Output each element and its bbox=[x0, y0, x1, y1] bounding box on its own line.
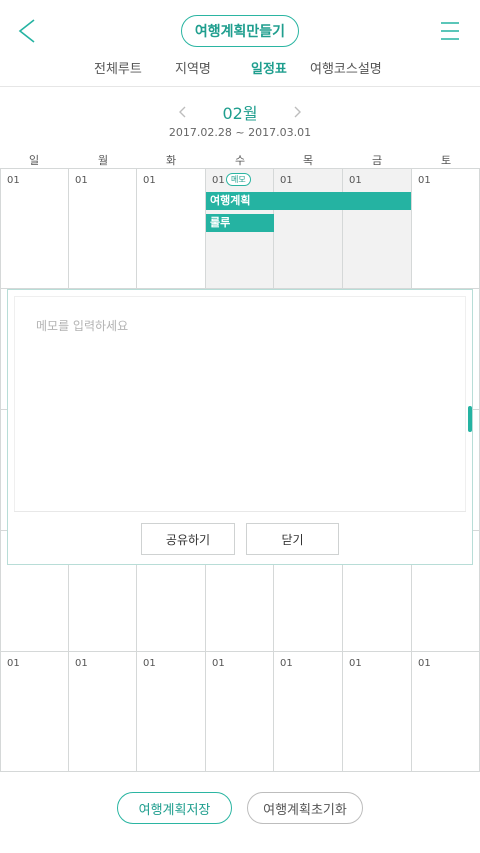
divider bbox=[14, 511, 466, 512]
hamburger-menu-icon bbox=[441, 22, 459, 40]
tab-region[interactable]: 지역명 bbox=[175, 62, 211, 77]
day-number: 01 bbox=[349, 175, 362, 186]
calendar-day-cell[interactable]: 01 bbox=[137, 652, 206, 772]
event-bar[interactable]: 룰루 bbox=[206, 214, 274, 232]
tab-schedule[interactable]: 일정표 bbox=[251, 62, 287, 77]
header: 여행계획만들기 bbox=[0, 0, 480, 60]
memo-input[interactable]: 메모를 입력하세요 bbox=[14, 296, 472, 511]
day-number: 01 bbox=[7, 658, 20, 669]
weekday-wed: 수 bbox=[234, 154, 246, 167]
memo-panel: 메모를 입력하세요 공유하기 닫기 bbox=[7, 289, 473, 565]
memo-placeholder: 메모를 입력하세요 bbox=[36, 319, 129, 333]
reset-plan-button[interactable]: 여행계획초기화 bbox=[247, 792, 363, 824]
event-bar[interactable]: 여행계획 bbox=[206, 192, 411, 210]
memo-scrollbar[interactable] bbox=[468, 406, 472, 432]
day-number: 01 bbox=[349, 658, 362, 669]
page-title: 여행계획만들기 bbox=[181, 15, 299, 47]
day-number: 01 bbox=[212, 175, 225, 186]
day-number: 01 bbox=[7, 175, 20, 186]
weekday-mon: 월 bbox=[97, 154, 109, 167]
calendar-day-cell[interactable]: 01 bbox=[206, 652, 274, 772]
tab-bar: 전체루트 지역명 일정표 여행코스설명 bbox=[0, 58, 480, 80]
calendar-day-cell[interactable]: 01 bbox=[343, 168, 412, 289]
prev-month-button[interactable] bbox=[175, 104, 191, 120]
day-number: 01 bbox=[280, 175, 293, 186]
memo-badge[interactable]: 메모 bbox=[226, 173, 251, 186]
day-number: 01 bbox=[280, 658, 293, 669]
weekday-header: 일 월 화 수 목 금 토 bbox=[0, 152, 480, 168]
day-number: 01 bbox=[143, 175, 156, 186]
calendar-day-cell[interactable]: 01 bbox=[0, 168, 69, 289]
calendar-day-cell[interactable]: 01 bbox=[412, 168, 480, 289]
weekday-sat: 토 bbox=[440, 154, 452, 167]
calendar-day-cell[interactable]: 01 bbox=[412, 652, 480, 772]
weekday-thu: 목 bbox=[302, 154, 314, 167]
calendar-day-cell[interactable]: 01 bbox=[274, 652, 343, 772]
chevron-left-icon bbox=[18, 19, 35, 43]
tab-all-route[interactable]: 전체루트 bbox=[94, 62, 142, 77]
back-button[interactable] bbox=[14, 16, 40, 46]
month-label: 02월 bbox=[222, 104, 258, 123]
calendar-day-cell[interactable]: 01 bbox=[0, 652, 69, 772]
calendar-day-cell[interactable]: 01 bbox=[274, 168, 343, 289]
share-button[interactable]: 공유하기 bbox=[141, 523, 235, 555]
calendar-day-cell[interactable]: 01 bbox=[137, 168, 206, 289]
divider bbox=[0, 86, 480, 87]
weekday-tue: 화 bbox=[165, 154, 177, 167]
weekday-sun: 일 bbox=[28, 154, 40, 167]
chevron-right-icon bbox=[294, 106, 301, 118]
footer-actions: 여행계획저장 여행계획초기화 bbox=[0, 792, 480, 824]
next-month-button[interactable] bbox=[289, 104, 305, 120]
menu-button[interactable] bbox=[440, 20, 460, 42]
tab-course-description[interactable]: 여행코스설명 bbox=[310, 62, 382, 77]
close-button[interactable]: 닫기 bbox=[246, 523, 339, 555]
day-number: 01 bbox=[212, 658, 225, 669]
day-number: 01 bbox=[143, 658, 156, 669]
chevron-left-icon bbox=[179, 106, 186, 118]
calendar-day-cell[interactable]: 01 bbox=[69, 652, 137, 772]
weekday-fri: 금 bbox=[371, 154, 383, 167]
calendar-day-cell[interactable]: 01 bbox=[69, 168, 137, 289]
day-number: 01 bbox=[418, 658, 431, 669]
day-number: 01 bbox=[75, 175, 88, 186]
save-plan-button[interactable]: 여행계획저장 bbox=[117, 792, 232, 824]
day-number: 01 bbox=[418, 175, 431, 186]
date-range: 2017.02.28 ~ 2017.03.01 bbox=[168, 126, 312, 139]
day-number: 01 bbox=[75, 658, 88, 669]
calendar-day-cell[interactable]: 01 bbox=[343, 652, 412, 772]
month-navigation: 02월 bbox=[0, 100, 480, 124]
